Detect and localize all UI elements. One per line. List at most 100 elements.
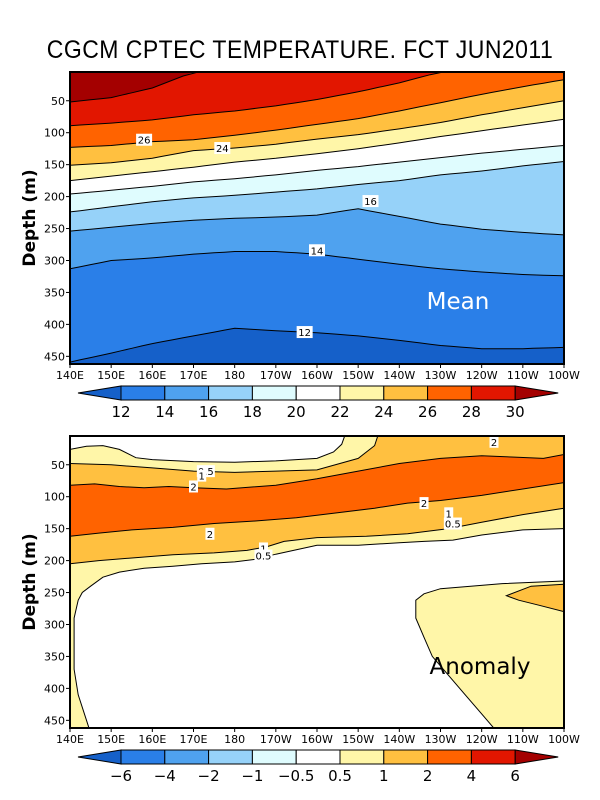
x-tick-label: 160W — [301, 369, 333, 382]
y-tick-label: 100 — [44, 127, 65, 140]
colorbar-label: 26 — [418, 403, 437, 421]
band-above-28 — [70, 72, 441, 126]
contour-label-bg — [136, 133, 153, 146]
x-tick-label: 150E — [97, 369, 125, 382]
x-tick-label: 140E — [56, 733, 84, 746]
contour-label-26: 26 — [138, 136, 151, 147]
colorbar-label: 14 — [155, 403, 174, 421]
isoline-2-upper — [70, 454, 564, 490]
colorbar-box — [120, 385, 166, 401]
contour-label-bg — [489, 435, 499, 448]
y-tick-label: 50 — [51, 95, 65, 108]
colorbar-label: −1 — [241, 767, 263, 785]
mean-y-axis-label: Depth (m) — [20, 169, 40, 266]
contour-label-2: 2 — [207, 530, 213, 541]
colorbar-box — [120, 749, 166, 765]
colorbar-label: −4 — [154, 767, 176, 785]
colorbar-extend-low — [77, 385, 122, 401]
colorbar-label: −6 — [110, 767, 132, 785]
y-tick-label: 300 — [44, 254, 65, 267]
colorbar-box — [251, 385, 297, 401]
anomaly-y-axis: 50 100 150 200 250 300 350 400 450 — [44, 459, 70, 727]
y-tick-label: 250 — [44, 223, 65, 236]
anomaly-colorbar: −6 −4 −2 −1 −0.5 0.5 1 2 4 6 — [77, 749, 559, 785]
x-tick-label: 150W — [342, 733, 374, 746]
contour-label-16: 16 — [364, 197, 377, 208]
x-tick-label: 180 — [224, 369, 245, 382]
deep-patch-1-to-2 — [506, 584, 564, 612]
isoline-1-deep — [504, 583, 564, 613]
mean-x-axis: 140E 150E 160E 170E 180 170W 160W 150W 140W 130W 1… — [56, 364, 580, 382]
y-tick-label: 450 — [44, 714, 65, 727]
anomaly-contour-lines — [70, 436, 564, 728]
colorbar-box — [427, 749, 472, 765]
contour-label-1: 1 — [446, 509, 452, 520]
colorbar-box — [208, 749, 253, 765]
isoline-28 — [70, 72, 446, 127]
contour-label-bg — [189, 480, 198, 493]
colorbar-box — [383, 385, 429, 401]
colorbar-label: 6 — [510, 767, 520, 785]
colorbar-box — [295, 749, 341, 765]
contour-label-bg — [296, 326, 313, 339]
y-tick-label: 300 — [44, 618, 65, 631]
x-tick-label: 150E — [97, 733, 125, 746]
y-tick-label: 200 — [44, 555, 65, 568]
isoline-12 — [70, 327, 564, 363]
contour-label-bg — [443, 517, 462, 530]
x-tick-label: 120W — [466, 369, 498, 382]
mean-contour-bands — [70, 72, 564, 364]
x-tick-label: 140W — [383, 733, 415, 746]
colorbar-box — [164, 385, 210, 401]
contour-label-2: 2 — [421, 499, 427, 510]
contour-label-bg — [362, 195, 379, 208]
contour-label-bg — [214, 142, 231, 155]
colorbar-label: 4 — [467, 767, 477, 785]
isoline-0.5-deep — [415, 580, 564, 728]
colorbar-label: 30 — [506, 403, 525, 421]
chart-title: CGCM CPTEC TEMPERATURE. FCT JUN2011 — [46, 36, 554, 64]
colorbar-label: 24 — [374, 403, 393, 421]
colorbar-label: −0.5 — [278, 767, 314, 785]
colorbar-label: 20 — [287, 403, 306, 421]
isoline-22 — [70, 118, 564, 182]
mean-panel-label: Mean — [427, 289, 490, 315]
y-tick-label: 350 — [44, 286, 65, 299]
y-tick-label: 400 — [44, 318, 65, 331]
contour-label-12: 12 — [298, 328, 311, 339]
x-tick-label: 130W — [425, 369, 457, 382]
mean-contour-labels: 26 24 16 14 12 — [136, 133, 379, 339]
x-tick-label: 180 — [224, 733, 245, 746]
isoline-24 — [70, 100, 564, 166]
y-tick-label: 350 — [44, 650, 65, 663]
isoline-30 — [70, 72, 201, 103]
colorbar-label: 22 — [330, 403, 349, 421]
x-tick-label: 170E — [180, 733, 208, 746]
isoline-0.5-lower — [73, 528, 564, 728]
colorbar-box — [295, 385, 341, 401]
contour-label-bg — [197, 469, 207, 482]
y-tick-label: 450 — [44, 350, 65, 363]
colorbar-label: 2 — [423, 767, 433, 785]
y-tick-label: 150 — [44, 159, 65, 172]
x-tick-label: 100W — [548, 733, 580, 746]
contour-label-bg — [205, 527, 215, 540]
contour-label-14: 14 — [311, 246, 324, 257]
y-tick-label: 250 — [44, 587, 65, 600]
colorbar-extend-low — [77, 749, 122, 765]
deep-tongue-0.5-to-1 — [415, 581, 564, 728]
isoline-2-lower — [70, 482, 564, 537]
x-tick-label: 150W — [342, 369, 374, 382]
contour-label-24: 24 — [216, 144, 229, 155]
anomaly-contour-bands — [70, 436, 564, 728]
x-tick-label: 170W — [260, 733, 292, 746]
contour-label-bg — [254, 549, 273, 562]
mean-colorbar: 12 14 16 18 20 22 24 26 28 30 — [77, 385, 559, 421]
isoline-0.5-upper — [70, 436, 346, 463]
colorbar-extend-high — [514, 749, 559, 765]
contour-label-1: 1 — [199, 472, 205, 483]
x-tick-label: 160W — [301, 733, 333, 746]
